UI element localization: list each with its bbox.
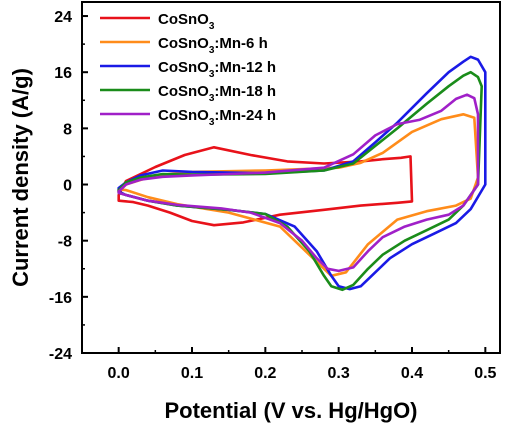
x-axis-title: Potential (V vs. Hg/HgO) <box>164 398 417 423</box>
legend-label-3: CoSnO3:Mn-18 h <box>158 83 276 104</box>
legend-label-0: CoSnO3 <box>158 11 215 32</box>
legend-label-2: CoSnO3:Mn-12 h <box>158 59 276 80</box>
y-tick-label: 16 <box>54 65 72 82</box>
curves-layer <box>117 55 487 292</box>
y-tick-label: 24 <box>54 9 72 26</box>
x-tick-label: 0.3 <box>328 365 350 382</box>
y-tick-label: -24 <box>49 346 72 363</box>
y-tick-label: 0 <box>63 178 72 195</box>
x-tick-label: 0.5 <box>474 365 496 382</box>
plot-frame <box>81 1 501 354</box>
series-curve-1 <box>117 113 480 278</box>
x-tick-label: 0.2 <box>254 365 276 382</box>
legend: CoSnO3 CoSnO3:Mn-6 h CoSnO3:Mn-12 h CoSnO3:… <box>100 11 276 128</box>
series-curve-0 <box>117 146 414 227</box>
y-tick-label: 8 <box>63 121 72 138</box>
series-curve-4 <box>117 93 480 273</box>
y-tick-label: -16 <box>49 290 72 307</box>
axis-ticks: 0.0 0.1 0.2 0.3 0.4 0.5 -24 -16 -8 0 8 16 24 <box>49 9 497 382</box>
legend-label-1: CoSnO3:Mn-6 h <box>158 35 268 56</box>
y-axis-title: Current density (A/g) <box>8 68 33 287</box>
series-curve-3 <box>117 70 484 292</box>
x-tick-label: 0.4 <box>401 365 423 382</box>
legend-label-4: CoSnO3:Mn-24 h <box>158 107 276 128</box>
x-tick-label: 0.0 <box>108 365 130 382</box>
x-tick-label: 0.1 <box>181 365 203 382</box>
y-tick-label: -8 <box>58 234 72 251</box>
